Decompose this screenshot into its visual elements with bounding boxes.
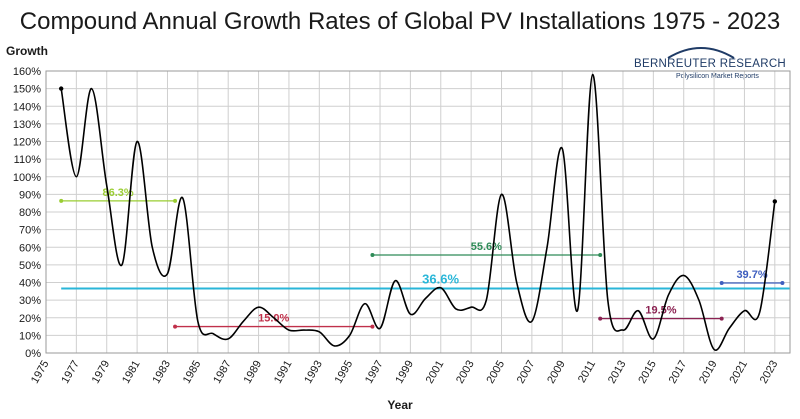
average-endpoint — [370, 253, 375, 258]
y-axis-label: Growth — [6, 44, 48, 58]
y-tick-label: 120% — [13, 137, 41, 149]
x-tick-label: 2007 — [515, 359, 538, 386]
chart-title: Compound Annual Growth Rates of Global P… — [19, 8, 781, 35]
x-tick-label: 1977 — [59, 359, 82, 386]
y-tick-label: 130% — [13, 119, 41, 131]
y-tick-label: 100% — [13, 172, 41, 184]
average-endpoint — [598, 316, 603, 321]
y-tick-label: 150% — [13, 84, 41, 96]
y-tick-label: 140% — [13, 101, 41, 113]
x-axis-label: Year — [387, 398, 413, 412]
y-tick-label: 160% — [13, 66, 41, 78]
y-tick-label: 90% — [19, 189, 41, 201]
x-tick-label: 2001 — [424, 359, 447, 386]
y-tick-label: 20% — [19, 313, 41, 325]
x-tick-label: 2011 — [576, 359, 598, 385]
x-tick-label: 2003 — [454, 359, 477, 386]
x-tick-label: 2023 — [758, 359, 781, 386]
x-tick-label: 2005 — [484, 359, 507, 386]
x-tick-label: 1999 — [393, 359, 416, 386]
x-tick-label: 1987 — [211, 359, 234, 386]
y-tick-label: 50% — [19, 260, 41, 272]
x-tick-label: 2009 — [545, 359, 568, 386]
x-tick-label: 1997 — [363, 359, 386, 386]
average-lines: 86.3%15.0%55.6%36.6%19.5%39.7% — [59, 187, 790, 329]
average-endpoint — [173, 198, 178, 203]
y-tick-label: 30% — [19, 295, 41, 307]
logo-subtitle: Polysilicon Market Reports — [676, 73, 759, 80]
x-tick-label: 2021 — [727, 359, 750, 386]
average-label: 39.7% — [736, 269, 767, 281]
average-endpoint — [370, 324, 375, 329]
plot-frame — [45, 70, 791, 354]
x-tick-label: 1983 — [150, 359, 173, 386]
x-tick-label: 2017 — [667, 359, 690, 386]
y-tick-label: 10% — [19, 330, 41, 342]
x-tick-label: 1991 — [272, 359, 295, 386]
x-tick-label: 1981 — [120, 359, 143, 386]
axes: 0% 10% 20% 30% 40% 50% 60% 70% 80% 90% 100% 110% 120… — [13, 66, 791, 386]
average-endpoint — [780, 281, 785, 286]
x-tick-label: 1979 — [90, 359, 113, 386]
x-tick-label: 2019 — [697, 359, 720, 386]
y-tick-label: 70% — [19, 225, 41, 237]
average-label: 36.6% — [422, 271, 459, 286]
x-tick-label: 1995 — [333, 359, 356, 386]
x-tick-label: 1989 — [242, 359, 265, 386]
average-endpoint — [598, 253, 603, 258]
x-tick-label: 2013 — [606, 359, 629, 386]
average-label: 19.5% — [645, 305, 676, 317]
y-tick-label: 110% — [14, 154, 42, 166]
series-line — [60, 73, 776, 351]
x-tick-label: 1993 — [302, 359, 325, 386]
average-endpoint — [719, 316, 724, 321]
y-tick-label: 40% — [19, 278, 41, 290]
y-tick-label: 60% — [19, 242, 41, 254]
average-endpoint — [173, 324, 178, 329]
series — [58, 73, 778, 351]
grid — [45, 70, 790, 354]
data-point — [772, 199, 778, 204]
y-tick-label: 80% — [19, 207, 41, 219]
average-label: 86.3% — [103, 187, 134, 199]
average-endpoint — [719, 281, 724, 286]
average-label: 55.6% — [471, 241, 502, 253]
average-endpoint — [59, 198, 64, 203]
x-tick-label: 1985 — [181, 359, 204, 386]
logo-arc-icon — [667, 47, 735, 59]
logo-name: BERNREUTER RESEARCH — [634, 58, 787, 70]
data-point — [58, 86, 64, 91]
x-tick-label: 1975 — [29, 359, 52, 386]
x-tick-label: 2015 — [636, 359, 659, 386]
y-tick-label: 0% — [25, 348, 41, 360]
